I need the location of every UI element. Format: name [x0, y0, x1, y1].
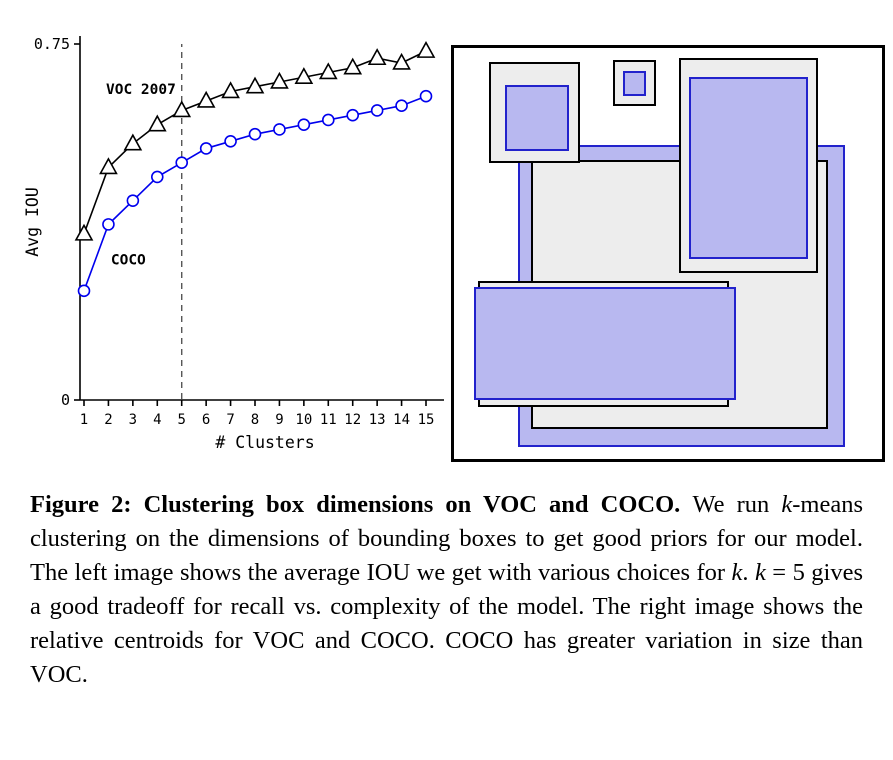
centroid-diagram-panel [451, 45, 885, 462]
centroid-box-coco [474, 287, 736, 400]
caption-segment: k [731, 559, 743, 586]
x-tick-label: 7 [226, 412, 234, 428]
centroid-box-coco [623, 71, 646, 96]
circle-marker [175, 156, 189, 169]
caption-segment: . [742, 559, 755, 586]
x-tick-label: 11 [320, 412, 337, 428]
x-tick-label: 10 [295, 412, 312, 428]
triangle-marker [318, 62, 338, 80]
triangle-marker [245, 76, 265, 94]
triangle-marker [367, 48, 387, 66]
x-axis-title: # Clusters [215, 433, 314, 452]
triangle-marker [196, 90, 216, 108]
circle-marker [419, 89, 433, 103]
x-tick-label: 14 [393, 412, 410, 428]
figure-caption: Figure 2: Clustering box dimensions on V… [30, 488, 863, 692]
y-tick-label: 0.75 [34, 35, 70, 53]
circle-marker [395, 99, 408, 113]
caption-segment: k [781, 491, 793, 518]
caption-segment: k [754, 559, 766, 586]
circle-marker [321, 113, 335, 127]
series-label-voc-2007: VOC 2007 [106, 82, 176, 98]
circle-marker [224, 135, 237, 148]
caption-segment: = 5 gives a good tradeoff for recall vs.… [30, 559, 863, 688]
y-axis-title: Avg IOU [23, 187, 42, 257]
caption-segment: Figure 2: [30, 491, 144, 518]
circle-marker [126, 194, 140, 207]
circle-marker [77, 284, 91, 298]
circle-marker [346, 108, 360, 122]
x-tick-label: 15 [418, 412, 435, 428]
triangle-marker [294, 67, 314, 85]
circle-marker [370, 104, 384, 117]
caption-segment: -means clustering on the dimensions of b… [30, 491, 863, 586]
circle-marker [273, 123, 286, 136]
circle-marker [102, 218, 115, 231]
series-coco [77, 89, 433, 298]
triangle-marker [172, 100, 192, 118]
x-tick-label: 2 [104, 412, 112, 428]
x-tick-label: 6 [202, 412, 210, 428]
avg-iou-vs-clusters-chart: 0 0.75 1 2 3 4 5 6 7 8 9 10 11 12 13 14 15 # Clusters Avg … [22, 28, 462, 464]
caption-segment: Clustering box dimensions on VOC and COC… [143, 491, 693, 518]
triangle-marker [147, 114, 167, 132]
centroid-box-coco [689, 77, 808, 259]
x-tick-label: 1 [80, 412, 88, 428]
triangle-marker [123, 133, 143, 151]
x-tick-label: 8 [251, 412, 259, 428]
centroid-box-coco [505, 85, 569, 151]
caption-segment: We run [692, 491, 782, 518]
triangle-marker [270, 71, 289, 89]
series-label-coco: COCO [111, 253, 146, 269]
triangle-marker [343, 57, 363, 75]
triangle-marker [416, 40, 436, 58]
x-tick-label: 12 [344, 412, 361, 428]
series-voc-2007 [74, 40, 436, 241]
x-tick-label: 4 [153, 412, 161, 428]
triangle-marker [221, 81, 240, 99]
x-tick-label: 3 [129, 412, 137, 428]
circle-marker [199, 142, 213, 155]
x-tick-label: 9 [275, 412, 283, 428]
triangle-marker [74, 223, 94, 241]
triangle-marker [392, 52, 411, 70]
circle-marker [248, 127, 262, 141]
circle-marker [150, 170, 164, 184]
x-tick-label: 5 [177, 412, 185, 428]
circle-marker [297, 118, 311, 131]
avg-iou-chart-svg: 00.751 2 3 4 5 6 7 8 9 10 11 12 13 14 15# ClustersAvg … [23, 35, 444, 452]
y-tick-label: 0 [61, 391, 70, 409]
triangle-marker [99, 157, 118, 175]
x-tick-label: 13 [369, 412, 386, 428]
